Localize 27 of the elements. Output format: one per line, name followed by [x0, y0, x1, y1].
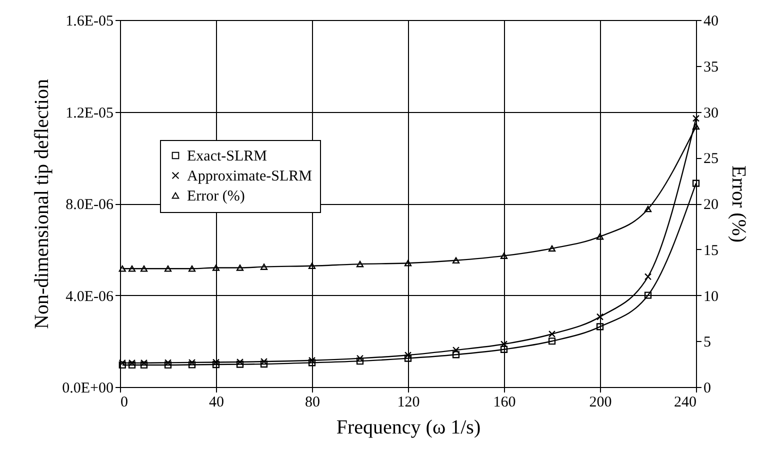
- y2-tick-label: 0: [704, 380, 711, 396]
- x-tick-label: 40: [209, 394, 224, 410]
- y-tick-label: 0.0E+00: [62, 380, 114, 396]
- y2-tick-label: 30: [704, 105, 718, 122]
- x-tick-label: 0: [120, 394, 128, 410]
- y2-tick-label: 15: [704, 242, 718, 259]
- y2-tick-label: 35: [704, 59, 718, 76]
- y-tick-label: 4.0E-06: [66, 288, 114, 305]
- y-tick-label: 1.6E-05: [66, 14, 114, 30]
- x-tick-label: 80: [305, 394, 320, 410]
- y2-tick-label: 20: [704, 197, 718, 213]
- legend-label: Error (%): [187, 188, 245, 204]
- y2-tick-label: 10: [704, 288, 718, 305]
- legend-label: Exact-SLRM: [187, 148, 267, 164]
- y-tick-label: 1.2E-05: [66, 105, 114, 122]
- y-tick-label: 8.0E-06: [66, 197, 114, 213]
- y-axis-title: Non-dimensional tip deflection: [31, 79, 54, 329]
- legend-label: Approximate-SLRM: [187, 168, 312, 184]
- y2-axis-title: Error (%): [728, 165, 750, 243]
- y2-tick-label: 25: [704, 151, 718, 168]
- x-tick-label: 120: [397, 394, 420, 410]
- x-axis-title: Frequency (ω 1/s): [336, 416, 481, 438]
- y2-tick-label: 40: [704, 14, 718, 30]
- x-tick-label: 200: [589, 394, 612, 410]
- y2-tick-label: 5: [704, 334, 711, 351]
- x-tick-label: 160: [493, 394, 516, 410]
- x-tick-label: 240: [674, 394, 696, 410]
